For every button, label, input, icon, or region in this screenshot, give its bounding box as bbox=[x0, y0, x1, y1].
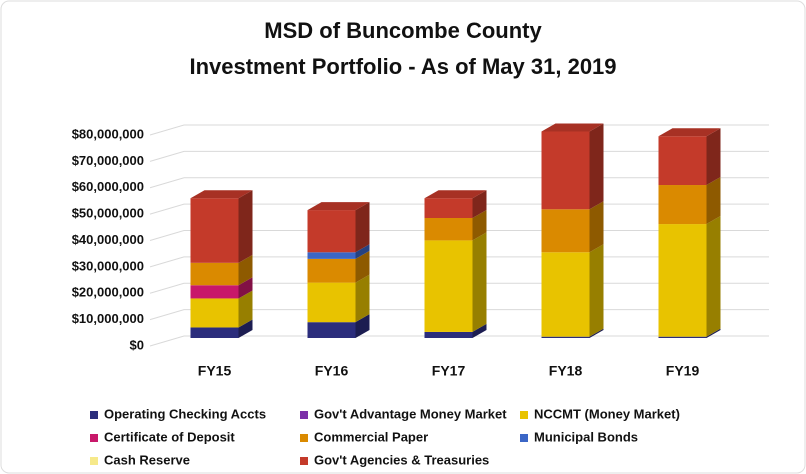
bar-segment-side bbox=[589, 328, 604, 338]
bar-segment-side bbox=[472, 190, 487, 218]
bar-top bbox=[541, 123, 604, 132]
y-tick-label: $80,000,000 bbox=[72, 126, 144, 141]
bar-segment-side bbox=[706, 328, 721, 338]
bar-segment-side bbox=[589, 244, 604, 337]
legend-swatch bbox=[300, 434, 308, 442]
y-tick-label: $60,000,000 bbox=[72, 179, 144, 194]
bar-segment-side bbox=[238, 254, 253, 286]
bar-segment bbox=[541, 209, 590, 253]
y-tick-label: $30,000,000 bbox=[72, 258, 144, 273]
bar-segment-side bbox=[472, 232, 487, 332]
bar-segment bbox=[658, 336, 707, 338]
y-tick-label: $40,000,000 bbox=[72, 232, 144, 247]
x-tick-label: FY17 bbox=[432, 363, 466, 379]
x-tick-label: FY19 bbox=[666, 363, 700, 379]
bar-top bbox=[307, 202, 370, 211]
legend-label: NCCMT (Money Market) bbox=[534, 406, 680, 421]
legend-swatch bbox=[300, 411, 308, 419]
y-tick-label: $20,000,000 bbox=[72, 285, 144, 300]
legend-label: Certificate of Deposit bbox=[104, 429, 235, 444]
legend-swatch bbox=[520, 411, 528, 419]
bar-segment-side bbox=[472, 323, 487, 338]
legend-label: Gov't Agencies & Treasuries bbox=[314, 452, 489, 467]
chart-subtitle: Investment Portfolio - As of May 31, 201… bbox=[189, 54, 616, 79]
bar-segment-side bbox=[355, 244, 370, 259]
bar-segment-side bbox=[706, 216, 721, 337]
bar-segment bbox=[190, 298, 239, 328]
bar-segment bbox=[190, 285, 239, 299]
bar-segment-side bbox=[355, 250, 370, 283]
bar-top bbox=[658, 128, 721, 137]
legend-swatch bbox=[520, 434, 528, 442]
x-tick-label: FY15 bbox=[198, 363, 232, 379]
y-tick-label: $70,000,000 bbox=[72, 153, 144, 168]
bar-segment-side bbox=[238, 277, 253, 299]
bar-segment bbox=[424, 240, 473, 332]
bar-segment bbox=[541, 131, 590, 210]
legend-label: Gov't Advantage Money Market bbox=[314, 406, 507, 421]
bar-segment-side bbox=[355, 314, 370, 338]
bar-segment-side bbox=[238, 319, 253, 338]
bar-segment bbox=[307, 252, 356, 259]
bar-segment bbox=[190, 262, 239, 286]
legend-label: Cash Reserve bbox=[104, 452, 190, 467]
x-tick-label: FY18 bbox=[549, 363, 583, 379]
bar-segment bbox=[424, 198, 473, 218]
bar-segment bbox=[307, 322, 356, 338]
legend-swatch bbox=[90, 457, 98, 465]
x-tick-label: FY16 bbox=[315, 363, 349, 379]
y-tick-label: $50,000,000 bbox=[72, 206, 144, 221]
bar-segment bbox=[541, 252, 590, 337]
legend-swatch bbox=[90, 411, 98, 419]
bar-segment bbox=[307, 282, 356, 323]
bar-segment-side bbox=[706, 128, 721, 186]
bar-segment-side bbox=[355, 202, 370, 253]
legend-label: Commercial Paper bbox=[314, 429, 428, 444]
bar-segment-side bbox=[238, 290, 253, 328]
bar-segment-side bbox=[706, 177, 721, 225]
bar-segment-side bbox=[355, 274, 370, 323]
legend-label: Operating Checking Accts bbox=[104, 406, 266, 421]
legend-swatch bbox=[90, 434, 98, 442]
bar-segment bbox=[424, 331, 473, 338]
bar-top bbox=[190, 190, 253, 199]
legend-label: Municipal Bonds bbox=[534, 429, 638, 444]
bar-segment bbox=[307, 210, 356, 253]
bar-segment bbox=[658, 224, 707, 337]
y-tick-label: $0 bbox=[130, 337, 144, 352]
chart-title: MSD of Buncombe County bbox=[264, 18, 542, 43]
bar-segment bbox=[190, 198, 239, 263]
bar-segment bbox=[424, 217, 473, 241]
y-tick-label: $10,000,000 bbox=[72, 311, 144, 326]
bar-segment-side bbox=[238, 190, 253, 263]
legend-swatch bbox=[300, 457, 308, 465]
bar-segment bbox=[541, 336, 590, 338]
bar-segment-side bbox=[472, 209, 487, 241]
bar-top bbox=[424, 190, 487, 199]
bar-segment bbox=[190, 327, 239, 338]
bar-segment-side bbox=[589, 123, 604, 210]
bar-segment bbox=[658, 185, 707, 225]
bar-segment-side bbox=[589, 201, 604, 253]
bar-segment bbox=[307, 258, 356, 283]
bar-segment bbox=[658, 136, 707, 186]
